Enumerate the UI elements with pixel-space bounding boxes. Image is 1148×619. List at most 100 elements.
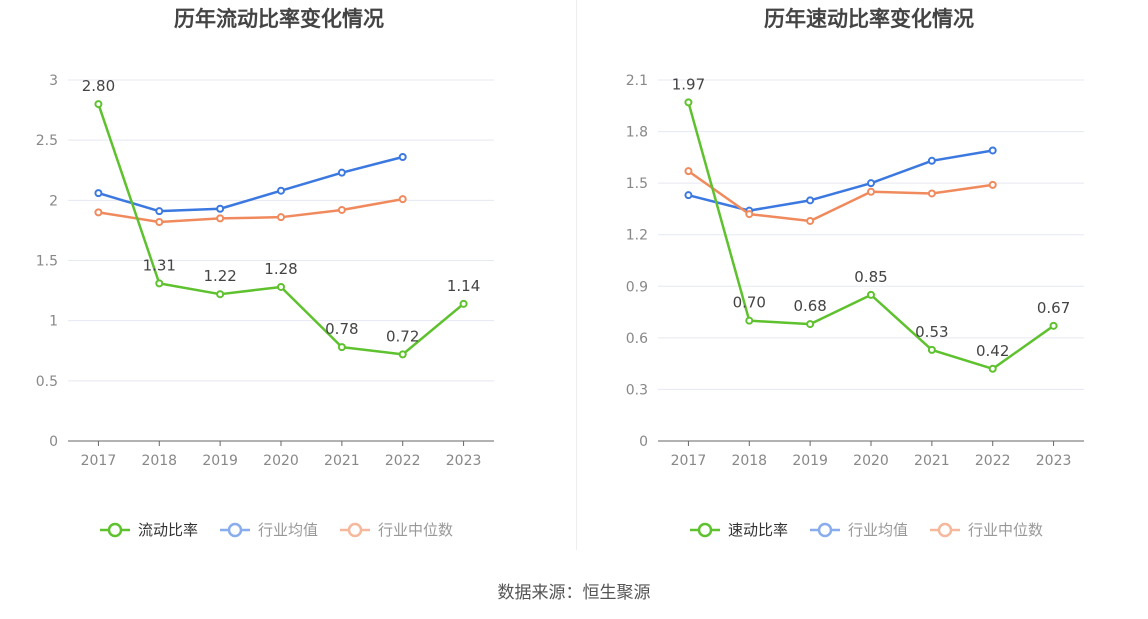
x-tick-label: 2023 — [446, 453, 482, 469]
y-tick-label: 3 — [49, 73, 58, 89]
x-tick-label: 2020 — [263, 453, 299, 469]
y-tick-label: 1.5 — [36, 254, 58, 270]
y-tick-label: 0.5 — [36, 374, 58, 390]
y-tick-label: 1.5 — [626, 176, 648, 192]
data-label: 1.28 — [264, 260, 297, 278]
legend-label: 行业中位数 — [968, 521, 1043, 539]
data-point-industry-median — [94, 208, 103, 217]
data-point-industry-avg — [684, 191, 693, 200]
data-point-company — [1049, 321, 1058, 330]
legend-marker — [937, 522, 953, 538]
data-label: 0.68 — [793, 297, 826, 315]
y-tick-label: 2.5 — [36, 133, 58, 149]
x-tick-label: 2018 — [731, 453, 767, 469]
data-point-industry-avg — [867, 179, 875, 188]
data-point-industry-avg — [277, 186, 285, 195]
x-tick-label: 2017 — [671, 453, 707, 469]
y-tick-label: 1.2 — [626, 228, 648, 244]
data-label: 0.67 — [1037, 299, 1070, 317]
data-label: 2.80 — [82, 77, 115, 95]
data-point-company — [155, 279, 164, 288]
chart-title: 历年流动比率变化情况 — [174, 7, 384, 31]
data-label: 1.31 — [143, 256, 176, 274]
x-tick-label: 2018 — [141, 453, 177, 469]
data-point-company — [988, 364, 997, 373]
data-point-company — [867, 290, 875, 299]
chart-title: 历年速动比率变化情况 — [764, 7, 974, 31]
data-point-industry-avg — [806, 196, 815, 205]
data-point-industry-median — [216, 214, 225, 223]
series-line-industry-avg — [688, 149, 993, 212]
data-point-industry-avg — [155, 207, 164, 216]
y-tick-label: 1.8 — [626, 125, 648, 141]
legend-item-industry-avg: 行业均值 — [220, 521, 318, 539]
charts-canvas: 历年流动比率变化情况 0 0.5 1 1.5 2 2.5 3 2017 2018 2019 2020 2… — [36, 7, 1084, 539]
data-point-company — [337, 343, 346, 352]
data-point-company — [277, 282, 285, 291]
data-label: 0.53 — [915, 323, 948, 341]
y-tick-label: 2 — [49, 193, 58, 209]
series-line-industry-avg — [98, 155, 404, 213]
series-line-industry-median — [98, 197, 403, 224]
x-tick-label: 2020 — [853, 453, 889, 469]
chart-2: 历年速动比率变化情况 0 0.3 0.6 0.9 1.2 1.5 1.8 2.1 2017 2018… — [626, 7, 1084, 539]
y-tick-label: 2.1 — [626, 73, 648, 89]
data-point-company — [94, 100, 103, 109]
data-point-industry-median — [277, 213, 285, 222]
legend-item-company: 速动比率 — [690, 521, 788, 539]
legend-label: 行业均值 — [258, 521, 318, 539]
y-tick-label: 0.6 — [626, 331, 648, 347]
x-tick-label: 2022 — [385, 453, 421, 469]
data-point-industry-avg — [398, 153, 407, 162]
data-point-industry-avg — [216, 204, 225, 213]
y-tick-label: 0 — [49, 434, 58, 450]
legend-marker — [227, 522, 243, 538]
data-point-industry-avg — [988, 146, 997, 155]
y-tick-label: 0.3 — [626, 382, 648, 398]
legend-label: 流动比率 — [138, 521, 198, 539]
data-point-company — [745, 316, 754, 325]
data-label: 0.42 — [976, 342, 1009, 360]
data-source: 数据来源：恒生聚源 — [497, 583, 651, 603]
data-label: 0.70 — [733, 294, 766, 312]
data-point-industry-median — [398, 195, 407, 204]
data-label: 0.78 — [325, 320, 358, 338]
data-point-industry-avg — [94, 189, 103, 198]
x-tick-label: 2021 — [914, 453, 950, 469]
data-point-industry-median — [337, 205, 346, 214]
data-point-industry-median — [867, 187, 875, 196]
data-point-company — [684, 98, 693, 107]
legend-marker — [817, 522, 833, 538]
y-tick-label: 0.9 — [626, 279, 648, 295]
legend-item-industry-median: 行业中位数 — [930, 521, 1043, 539]
x-tick-label: 2019 — [202, 453, 238, 469]
data-point-company — [216, 290, 225, 299]
data-label: 0.72 — [386, 327, 419, 345]
legend-marker — [107, 522, 123, 538]
data-point-industry-median — [155, 217, 164, 226]
data-point-company — [459, 299, 468, 308]
legend-label: 行业中位数 — [378, 521, 453, 539]
data-point-industry-median — [684, 167, 693, 176]
legend-item-company: 流动比率 — [100, 521, 198, 539]
series-line-industry-median — [687, 170, 993, 223]
y-tick-label: 0 — [639, 434, 648, 450]
legend-marker — [697, 522, 713, 538]
data-point-industry-median — [745, 210, 754, 219]
data-label: 1.22 — [203, 267, 236, 285]
data-point-company — [398, 350, 407, 359]
data-point-company — [927, 345, 936, 354]
data-label: 0.85 — [854, 268, 887, 286]
data-label: 1.14 — [447, 277, 480, 295]
series-line-company — [687, 102, 1055, 371]
legend-label: 速动比率 — [728, 521, 788, 539]
x-tick-label: 2023 — [1036, 453, 1072, 469]
data-point-industry-avg — [927, 156, 936, 165]
data-label: 1.97 — [672, 75, 705, 93]
y-tick-label: 1 — [49, 314, 58, 330]
data-point-industry-median — [927, 189, 936, 198]
legend-label: 行业均值 — [848, 521, 908, 539]
data-point-industry-median — [806, 216, 815, 225]
data-point-company — [806, 320, 815, 329]
chart-1: 历年流动比率变化情况 0 0.5 1 1.5 2 2.5 3 2017 2018 2019 2020 2… — [36, 7, 494, 539]
